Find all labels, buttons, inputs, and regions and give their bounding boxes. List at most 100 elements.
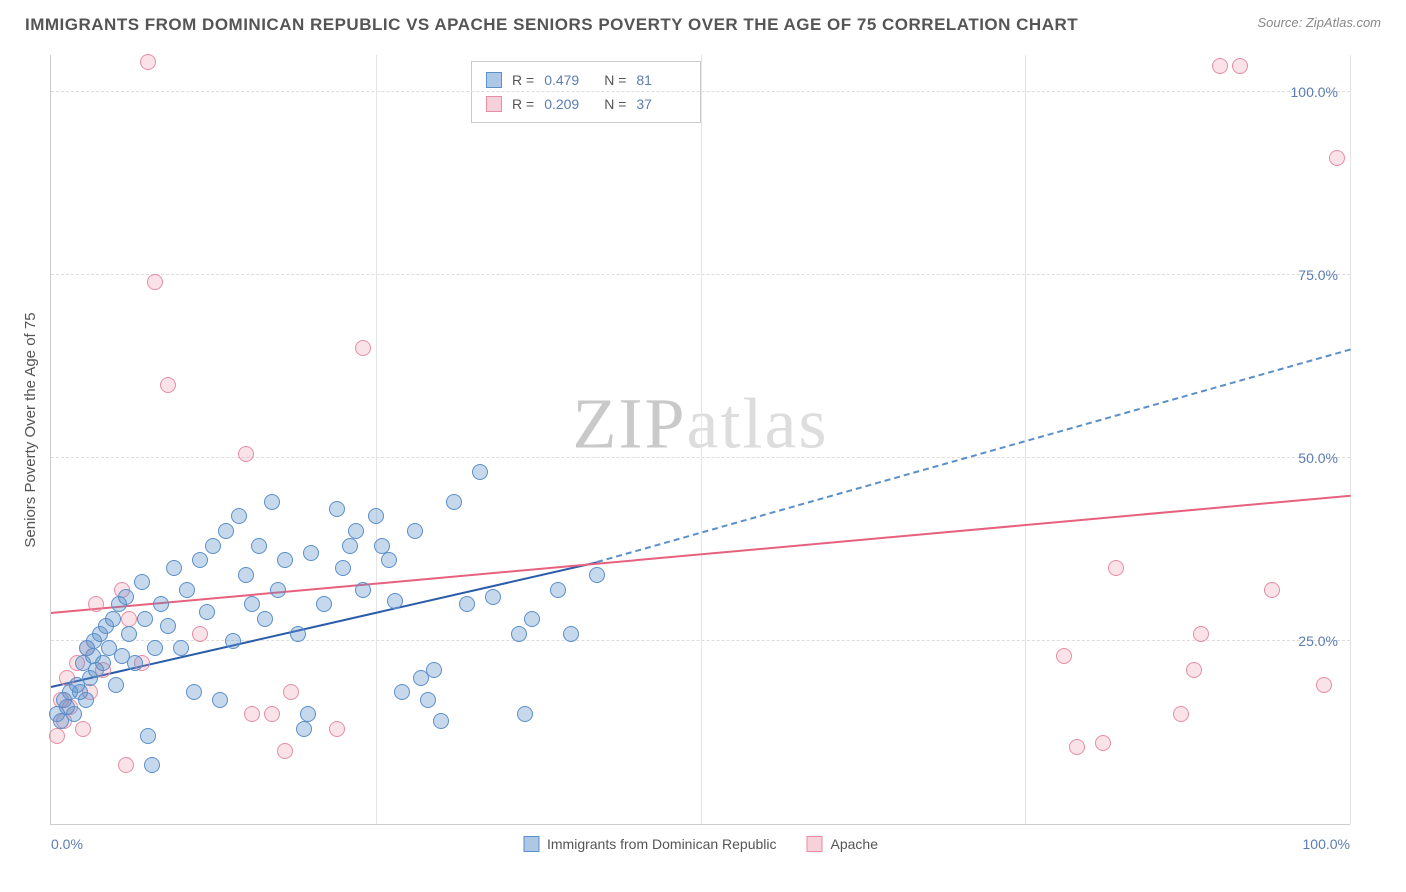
scatter-point-blue [179, 582, 195, 598]
scatter-point-blue [387, 593, 403, 609]
y-tick-label: 25.0% [1298, 633, 1338, 649]
scatter-point-blue [511, 626, 527, 642]
legend-stats-box: R = 0.479 N = 81 R = 0.209 N = 37 [471, 61, 701, 123]
scatter-point-blue [173, 640, 189, 656]
gridline-v [376, 55, 377, 824]
scatter-point-blue [296, 721, 312, 737]
scatter-point-blue [303, 545, 319, 561]
scatter-point-blue [121, 626, 137, 642]
scatter-point-blue [144, 757, 160, 773]
scatter-point-pink [244, 706, 260, 722]
scatter-point-blue [368, 508, 384, 524]
scatter-point-pink [88, 596, 104, 612]
swatch-pink-icon [807, 836, 823, 852]
n-val-blue: 81 [636, 72, 686, 88]
scatter-point-blue [218, 523, 234, 539]
legend-stat-row-pink: R = 0.209 N = 37 [486, 92, 686, 116]
swatch-blue-icon [523, 836, 539, 852]
scatter-point-blue [472, 464, 488, 480]
scatter-point-blue [140, 728, 156, 744]
scatter-point-blue [300, 706, 316, 722]
x-tick-right: 100.0% [1303, 836, 1350, 852]
scatter-point-blue [407, 523, 423, 539]
scatter-point-blue [394, 684, 410, 700]
scatter-point-pink [264, 706, 280, 722]
scatter-point-blue [589, 567, 605, 583]
scatter-point-pink [277, 743, 293, 759]
x-axis-legend: Immigrants from Dominican Republic Apach… [523, 836, 878, 852]
scatter-point-blue [563, 626, 579, 642]
scatter-point-blue [550, 582, 566, 598]
gridline-v [701, 55, 702, 824]
scatter-point-blue [316, 596, 332, 612]
scatter-point-blue [199, 604, 215, 620]
trend-line [597, 348, 1352, 563]
scatter-point-blue [290, 626, 306, 642]
scatter-point-blue [134, 574, 150, 590]
scatter-point-blue [118, 589, 134, 605]
scatter-point-pink [1108, 560, 1124, 576]
scatter-point-pink [1212, 58, 1228, 74]
y-axis-label: Seniors Poverty Over the Age of 75 [22, 312, 39, 547]
scatter-point-blue [66, 706, 82, 722]
scatter-point-blue [251, 538, 267, 554]
scatter-point-blue [342, 538, 358, 554]
scatter-point-blue [485, 589, 501, 605]
scatter-point-pink [329, 721, 345, 737]
scatter-point-blue [524, 611, 540, 627]
scatter-point-blue [147, 640, 163, 656]
scatter-point-blue [446, 494, 462, 510]
legend-stat-row-blue: R = 0.479 N = 81 [486, 68, 686, 92]
gridline-v [1350, 55, 1351, 824]
scatter-point-blue [238, 567, 254, 583]
scatter-point-blue [329, 501, 345, 517]
plot-area: ZIPatlas R = 0.479 N = 81 R = 0.209 N = … [50, 55, 1350, 825]
scatter-point-blue [433, 713, 449, 729]
scatter-point-pink [1316, 677, 1332, 693]
scatter-point-blue [166, 560, 182, 576]
scatter-point-pink [1264, 582, 1280, 598]
scatter-point-pink [238, 446, 254, 462]
scatter-point-blue [420, 692, 436, 708]
n-label: N = [604, 96, 626, 112]
scatter-point-blue [127, 655, 143, 671]
scatter-point-blue [225, 633, 241, 649]
scatter-point-blue [105, 611, 121, 627]
scatter-point-pink [1173, 706, 1189, 722]
scatter-point-blue [348, 523, 364, 539]
scatter-point-blue [205, 538, 221, 554]
chart-title: IMMIGRANTS FROM DOMINICAN REPUBLIC VS AP… [25, 15, 1078, 35]
scatter-point-blue [192, 552, 208, 568]
scatter-point-blue [335, 560, 351, 576]
scatter-point-blue [257, 611, 273, 627]
scatter-point-pink [160, 377, 176, 393]
scatter-point-pink [283, 684, 299, 700]
scatter-point-blue [160, 618, 176, 634]
x-tick-left: 0.0% [51, 836, 83, 852]
scatter-point-pink [75, 721, 91, 737]
r-label: R = [512, 96, 534, 112]
scatter-point-pink [1069, 739, 1085, 755]
scatter-point-blue [270, 582, 286, 598]
scatter-point-pink [1232, 58, 1248, 74]
scatter-point-blue [459, 596, 475, 612]
scatter-point-blue [517, 706, 533, 722]
scatter-point-pink [121, 611, 137, 627]
scatter-point-blue [231, 508, 247, 524]
scatter-point-pink [355, 340, 371, 356]
scatter-point-blue [108, 677, 124, 693]
legend-item-pink: Apache [807, 836, 878, 852]
n-val-pink: 37 [636, 96, 686, 112]
scatter-point-blue [153, 596, 169, 612]
scatter-point-pink [1329, 150, 1345, 166]
scatter-point-blue [212, 692, 228, 708]
scatter-point-pink [118, 757, 134, 773]
scatter-point-blue [264, 494, 280, 510]
scatter-point-pink [1193, 626, 1209, 642]
legend-item-blue: Immigrants from Dominican Republic [523, 836, 777, 852]
r-label: R = [512, 72, 534, 88]
source-label: Source: ZipAtlas.com [1257, 15, 1381, 30]
scatter-point-blue [95, 655, 111, 671]
scatter-point-blue [355, 582, 371, 598]
y-tick-label: 50.0% [1298, 450, 1338, 466]
